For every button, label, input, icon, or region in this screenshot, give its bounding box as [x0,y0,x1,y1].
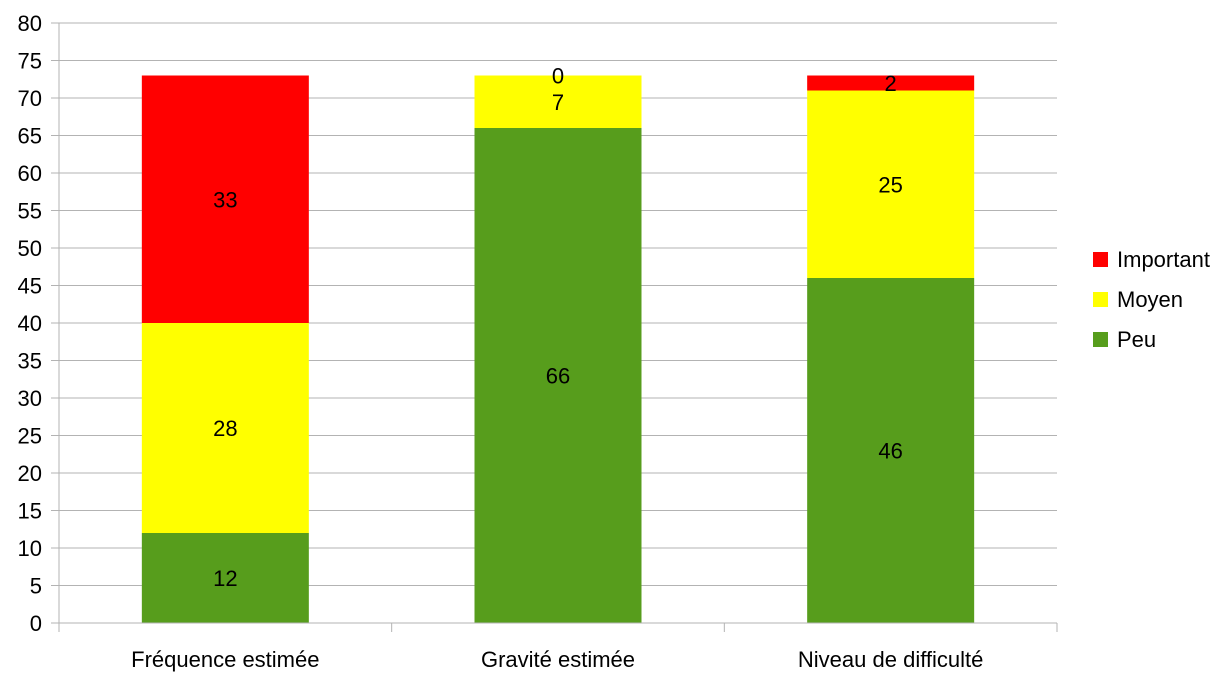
y-tick-label: 60 [18,161,42,186]
legend-label-important: Important [1117,247,1210,272]
y-tick-label: 0 [30,611,42,636]
data-label: 28 [213,416,237,441]
bar-segment-important [141,75,309,323]
data-label: 33 [213,187,237,212]
y-tick-label: 15 [18,499,42,524]
y-tick-label: 55 [18,199,42,224]
y-tick-label: 20 [18,461,42,486]
data-label: 12 [213,566,237,591]
y-tick-label: 5 [30,574,42,599]
y-tick-label: 40 [18,311,42,336]
x-category-label: Fréquence estimée [131,647,319,672]
legend-swatch-peu [1093,332,1108,347]
legend-swatch-moyen [1093,292,1108,307]
y-tick-label: 70 [18,86,42,111]
data-label: 25 [878,172,902,197]
data-label: 7 [552,90,564,115]
data-label: 46 [878,439,902,464]
bar-segment-important [807,75,975,91]
legend: Important Moyen Peu [1093,247,1210,352]
y-axis-ticks: 0 5 10 15 20 25 30 35 40 45 50 55 60 65 70 75 80 [18,11,59,636]
bar-segment-moyen [474,75,642,128]
y-tick-label: 45 [18,274,42,299]
x-category-label: Gravité estimée [481,647,635,672]
y-tick-label: 10 [18,536,42,561]
y-tick-label: 30 [18,386,42,411]
data-label: 66 [546,364,570,389]
y-tick-label: 35 [18,349,42,374]
x-axis-category-labels: Fréquence estimée Gravité estimée Niveau d… [131,647,983,672]
legend-label-moyen: Moyen [1117,287,1183,312]
x-category-label: Niveau de difficulté [798,647,984,672]
bar-segment-moyen [141,323,309,533]
y-tick-label: 50 [18,236,42,261]
bar-segment-peu [474,128,642,623]
y-tick-label: 75 [18,49,42,74]
y-tick-label: 25 [18,424,42,449]
axes [58,23,1058,632]
legend-label-peu: Peu [1117,327,1156,352]
bar-segment-peu [807,278,975,623]
bars [141,75,975,623]
data-labels: 12 28 33 66 70 46 25 2 [213,64,903,592]
bar-segment-peu [141,533,309,623]
data-label: 2 [885,71,897,96]
data-label: 0 [552,64,564,89]
y-tick-label: 65 [18,124,42,149]
y-tick-label: 80 [18,11,42,36]
bar-segment-moyen [807,90,975,278]
legend-swatch-important [1093,252,1108,267]
